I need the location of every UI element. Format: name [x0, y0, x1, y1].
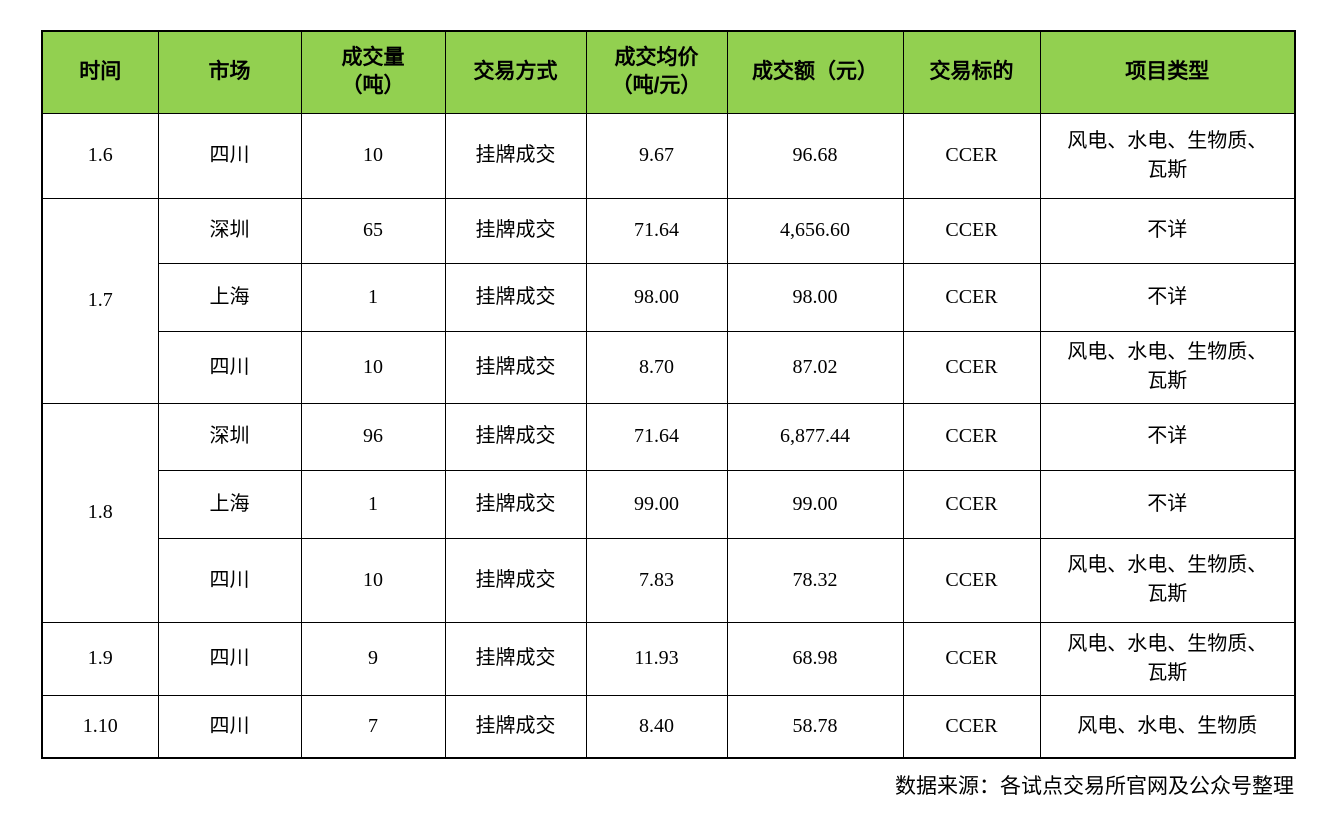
col-header-volume: 成交量 （吨） [300, 30, 446, 114]
cell-target: CCER [902, 330, 1041, 404]
cell-method: 挂牌成交 [444, 112, 587, 199]
cell-amount: 98.00 [726, 262, 904, 332]
cell-market: 上海 [157, 262, 302, 332]
cell-method: 挂牌成交 [444, 330, 587, 404]
cell-avg-price: 8.70 [585, 330, 728, 404]
header-row: 时间 市场 成交量 （吨） 交易方式 成交均价 （吨/元） 成交额（元） 交易标… [41, 30, 1296, 114]
cell-amount: 87.02 [726, 330, 904, 404]
source-note: 数据来源：各试点交易所官网及公众号整理 [895, 774, 1294, 798]
cell-target: CCER [902, 469, 1041, 539]
cell-volume: 7 [300, 694, 446, 759]
cell-volume: 10 [300, 330, 446, 404]
cell-avg-price: 9.67 [585, 112, 728, 199]
cell-time: 1.7 [41, 197, 159, 404]
col-header-time: 时间 [41, 30, 159, 114]
col-header-amount: 成交额（元） [726, 30, 904, 114]
cell-project-type: 不详 [1039, 402, 1296, 471]
table-row: 1.10 四川 7 挂牌成交 8.40 58.78 CCER 风电、水电、生物质 [41, 694, 1296, 759]
cell-target: CCER [902, 112, 1041, 199]
cell-avg-price: 7.83 [585, 537, 728, 623]
cell-time: 1.10 [41, 694, 159, 759]
table-row: 上海 1 挂牌成交 98.00 98.00 CCER 不详 [42, 262, 1296, 332]
cell-volume: 10 [300, 537, 446, 623]
cell-market: 四川 [157, 537, 302, 623]
cell-target: CCER [902, 694, 1041, 759]
table-row: 1.6 四川 10 挂牌成交 9.67 96.68 CCER 风电、水电、生物质… [41, 112, 1296, 199]
cell-method: 挂牌成交 [444, 621, 587, 696]
cell-market: 四川 [157, 330, 302, 404]
cell-target: CCER [902, 402, 1041, 471]
cell-project-type: 不详 [1039, 469, 1296, 539]
cell-project-type: 不详 [1039, 197, 1296, 264]
cell-volume: 10 [300, 112, 446, 199]
table-row: 上海 1 挂牌成交 99.00 99.00 CCER 不详 [42, 469, 1296, 539]
cell-project-type: 风电、水电、生物质、 瓦斯 [1039, 330, 1296, 404]
cell-avg-price: 8.40 [585, 694, 728, 759]
table-row: 1.9 四川 9 挂牌成交 11.93 68.98 CCER 风电、水电、生物质… [41, 621, 1296, 696]
cell-target: CCER [902, 537, 1041, 623]
cell-avg-price: 71.64 [585, 197, 728, 264]
cell-project-type: 风电、水电、生物质 [1039, 694, 1296, 759]
cell-time: 1.8 [41, 402, 159, 623]
table-row: 1.8 深圳 96 挂牌成交 71.64 6,877.44 CCER 不详 [41, 402, 1296, 623]
cell-avg-price: 71.64 [585, 402, 728, 471]
cell-project-type: 风电、水电、生物质、 瓦斯 [1039, 537, 1296, 623]
cell-volume: 1 [300, 262, 446, 332]
table-row: 四川 10 挂牌成交 7.83 78.32 CCER 风电、水电、生物质、 瓦斯 [42, 537, 1296, 623]
cell-volume: 1 [300, 469, 446, 539]
cell-method: 挂牌成交 [444, 469, 587, 539]
cell-project-type: 不详 [1039, 262, 1296, 332]
cell-volume: 9 [300, 621, 446, 696]
cell-time: 1.6 [41, 112, 159, 199]
cell-market: 四川 [157, 621, 302, 696]
cell-amount: 68.98 [726, 621, 904, 696]
cell-avg-price: 98.00 [585, 262, 728, 332]
cell-market: 四川 [157, 694, 302, 759]
cell-amount: 6,877.44 [726, 402, 904, 471]
cell-market: 四川 [157, 112, 302, 199]
table-row: 四川 10 挂牌成交 8.70 87.02 CCER 风电、水电、生物质、 瓦斯 [42, 330, 1296, 404]
cell-market: 深圳 [157, 402, 302, 471]
cell-target: CCER [902, 262, 1041, 332]
table-row: 1.7 深圳 65 挂牌成交 71.64 4,656.60 CCER 不详 [41, 197, 1296, 404]
cell-method: 挂牌成交 [444, 694, 587, 759]
cell-method: 挂牌成交 [444, 537, 587, 623]
cell-target: CCER [902, 197, 1041, 264]
col-header-method: 交易方式 [444, 30, 587, 114]
cell-amount: 78.32 [726, 537, 904, 623]
cell-volume: 96 [300, 402, 446, 471]
col-header-target: 交易标的 [902, 30, 1041, 114]
cell-avg-price: 11.93 [585, 621, 728, 696]
cell-market: 深圳 [157, 197, 302, 264]
cell-method: 挂牌成交 [444, 262, 587, 332]
cell-market: 上海 [157, 469, 302, 539]
col-header-avg-price: 成交均价 （吨/元） [585, 30, 728, 114]
cell-amount: 4,656.60 [726, 197, 904, 264]
col-header-project-type: 项目类型 [1039, 30, 1296, 114]
cell-project-type: 风电、水电、生物质、 瓦斯 [1039, 112, 1296, 199]
cell-target: CCER [902, 621, 1041, 696]
cell-time: 1.9 [41, 621, 159, 696]
ccer-trading-table: 时间 市场 成交量 （吨） 交易方式 成交均价 （吨/元） 成交额（元） 交易标… [41, 30, 1296, 759]
cell-amount: 58.78 [726, 694, 904, 759]
cell-method: 挂牌成交 [444, 197, 587, 264]
col-header-market: 市场 [157, 30, 302, 114]
cell-volume: 65 [300, 197, 446, 264]
cell-project-type: 风电、水电、生物质、 瓦斯 [1039, 621, 1296, 696]
cell-amount: 99.00 [726, 469, 904, 539]
cell-avg-price: 99.00 [585, 469, 728, 539]
cell-method: 挂牌成交 [444, 402, 587, 471]
cell-amount: 96.68 [726, 112, 904, 199]
